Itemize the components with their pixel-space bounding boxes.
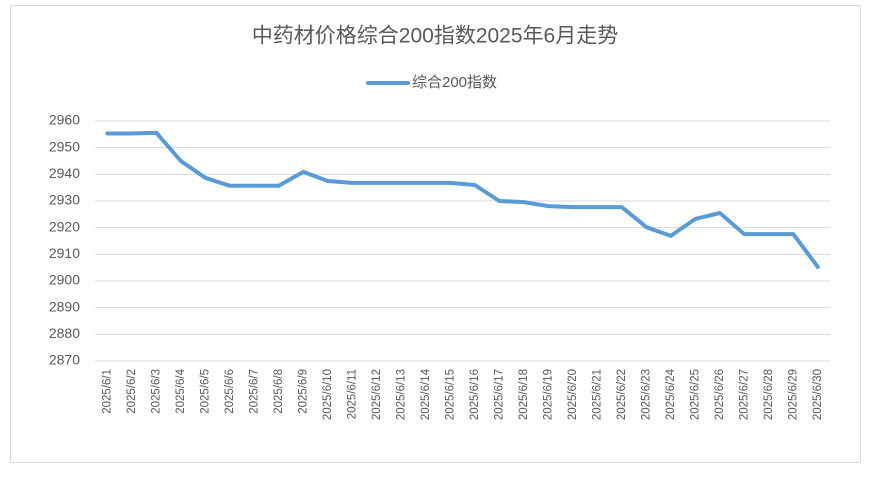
- x-tick-label: 2025/6/24: [665, 368, 677, 420]
- y-tick-label: 2870: [49, 352, 80, 368]
- x-tick-label: 2025/6/8: [273, 369, 285, 414]
- x-tick-label: 2025/6/30: [812, 369, 824, 420]
- x-tick-label: 2025/6/1: [101, 369, 113, 414]
- x-tick-label: 2025/6/19: [542, 369, 554, 420]
- chart-title: 中药材价格综合200指数2025年6月走势: [252, 25, 618, 48]
- x-tick-label: 2025/6/26: [714, 369, 726, 420]
- x-tick-label: 2025/6/25: [689, 369, 701, 420]
- x-tick-label: 2025/6/23: [640, 369, 652, 420]
- x-tick-label: 2025/6/9: [297, 369, 309, 414]
- series-line: [105, 130, 820, 269]
- chart-border: [10, 5, 861, 463]
- x-tick-label: 2025/6/3: [150, 369, 162, 414]
- x-tick-label: 2025/6/6: [224, 369, 236, 414]
- x-tick-label: 2025/6/7: [248, 369, 260, 414]
- y-tick-label: 2880: [49, 325, 80, 341]
- x-tick-label: 2025/6/17: [493, 369, 505, 420]
- legend-label: 综合200指数: [412, 74, 497, 91]
- y-tick-label: 2920: [49, 218, 80, 234]
- x-tick-label: 2025/6/10: [322, 369, 334, 420]
- x-tick-label: 2025/6/15: [444, 369, 456, 420]
- x-tick-label: 2025/6/18: [518, 369, 530, 420]
- x-tick-label: 2025/6/12: [371, 369, 383, 420]
- y-tick-label: 2890: [49, 298, 80, 314]
- x-tick-label: 2025/6/13: [395, 369, 407, 420]
- x-tick-label: 2025/6/14: [420, 368, 432, 420]
- x-tick-label: 2025/6/28: [763, 369, 775, 420]
- y-tick-label: 2960: [49, 112, 80, 128]
- x-tick-label: 2025/6/11: [346, 369, 358, 419]
- y-tick-label: 2950: [49, 138, 80, 154]
- x-tick-label: 2025/6/5: [199, 369, 211, 414]
- x-tick-label: 2025/6/16: [469, 369, 481, 420]
- x-tick-label: 2025/6/22: [616, 369, 628, 420]
- y-tick-label: 2930: [49, 192, 80, 208]
- x-tick-label: 2025/6/2: [126, 369, 138, 414]
- x-tick-label: 2025/6/29: [787, 369, 799, 420]
- y-tick-label: 2940: [49, 165, 80, 181]
- y-tick-label: 2910: [49, 245, 80, 261]
- x-tick-label: 2025/6/27: [738, 369, 750, 420]
- x-tick-label: 2025/6/21: [591, 369, 603, 420]
- x-tick-label: 2025/6/4: [175, 368, 187, 413]
- x-tick-label: 2025/6/20: [567, 369, 579, 420]
- y-tick-label: 2900: [49, 272, 80, 288]
